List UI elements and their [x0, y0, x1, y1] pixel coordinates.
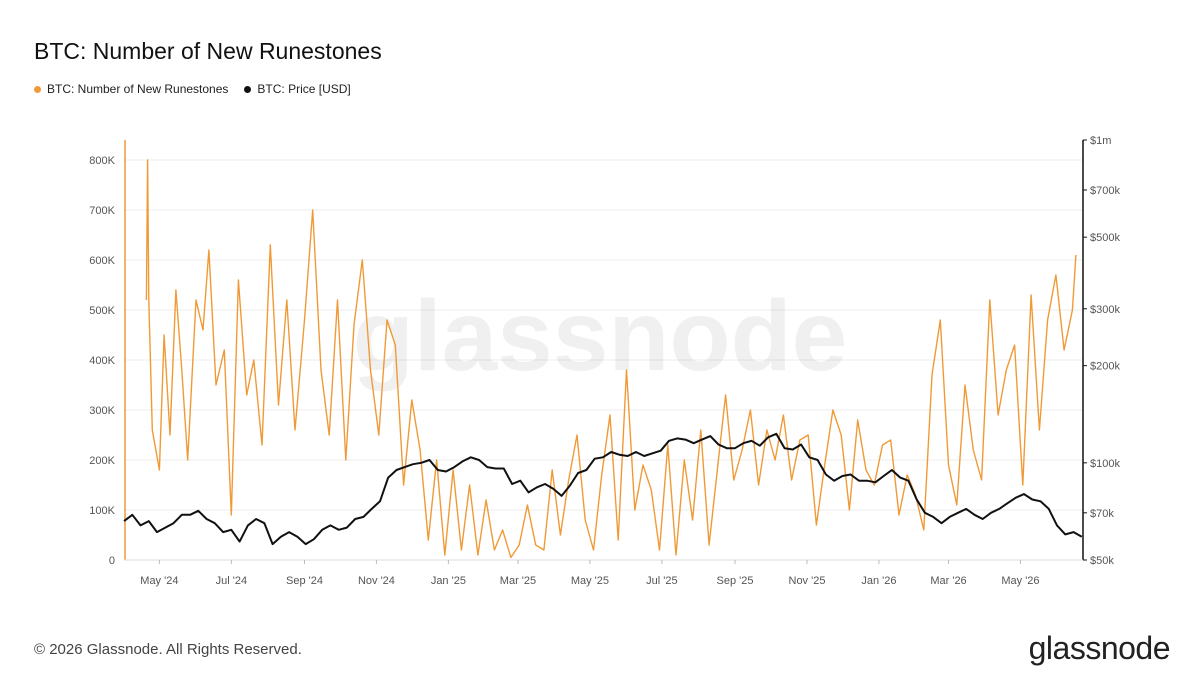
- x-tick-label: Sep '24: [286, 575, 323, 587]
- legend-label-price: BTC: Price [USD]: [257, 82, 351, 96]
- x-tick-label: May '25: [571, 575, 609, 587]
- x-tick-label: Nov '24: [358, 575, 395, 587]
- y-left-tick-label: 800K: [89, 155, 115, 167]
- legend-swatch-runestones: [34, 85, 41, 93]
- y-right-tick-label: $100k: [1090, 458, 1120, 470]
- runestones-series: [124, 140, 1077, 560]
- x-tick-label: Jul '25: [646, 575, 677, 587]
- price-series: [123, 432, 1083, 546]
- runestones-line: [145, 159, 1077, 559]
- x-tick-label: May '24: [140, 575, 178, 587]
- y-left-tick-label: 300K: [89, 405, 115, 417]
- y-right-tick-label: $500k: [1090, 232, 1120, 244]
- x-tick-label: Jan '25: [431, 575, 466, 587]
- axes: 0 100K 200K 300K 400K 500K 600K 700K 800K $50k $70…: [89, 135, 1120, 587]
- chart-legend: BTC: Number of New Runestones BTC: Price…: [34, 82, 351, 96]
- x-tick-label: Sep '25: [717, 575, 754, 587]
- legend-item-price[interactable]: BTC: Price [USD]: [244, 82, 351, 96]
- x-tick-label: Jul '24: [216, 575, 247, 587]
- x-tick-label: Mar '26: [930, 575, 966, 587]
- grid-lines: [124, 159, 1083, 561]
- legend-item-runestones[interactable]: BTC: Number of New Runestones: [34, 82, 228, 96]
- legend-swatch-price: [244, 85, 252, 93]
- y-left-tick-label: 500K: [89, 305, 115, 317]
- y-left-tick-label: 700K: [89, 205, 115, 217]
- y-right-tick-label: $700k: [1090, 185, 1120, 197]
- y-right-tick-label: $1m: [1090, 135, 1111, 147]
- y-right-tick-label: $70k: [1090, 508, 1114, 520]
- y-right-tick-label: $200k: [1090, 361, 1120, 373]
- x-tick-label: Jan '26: [861, 575, 896, 587]
- chart-title: BTC: Number of New Runestones: [34, 38, 382, 64]
- y-right-tick-label: $300k: [1090, 304, 1120, 316]
- brand-logo: glassnode: [1028, 630, 1171, 666]
- x-tick-label: Nov '25: [789, 575, 826, 587]
- copyright-text: © 2026 Glassnode. All Rights Reserved.: [34, 641, 302, 658]
- watermark: glassnode: [353, 280, 848, 392]
- x-tick-label: May '26: [1001, 575, 1039, 587]
- price-line: [123, 432, 1083, 546]
- y-left-tick-label: 400K: [89, 355, 115, 367]
- y-right-tick-label: $50k: [1090, 555, 1114, 567]
- x-tick-label: Mar '25: [500, 575, 536, 587]
- y-left-tick-label: 600K: [89, 255, 115, 267]
- y-left-tick-label: 200K: [89, 455, 115, 467]
- legend-label-runestones: BTC: Number of New Runestones: [47, 82, 229, 96]
- y-left-tick-label: 100K: [89, 505, 115, 517]
- y-left-tick-label: 0: [109, 555, 115, 567]
